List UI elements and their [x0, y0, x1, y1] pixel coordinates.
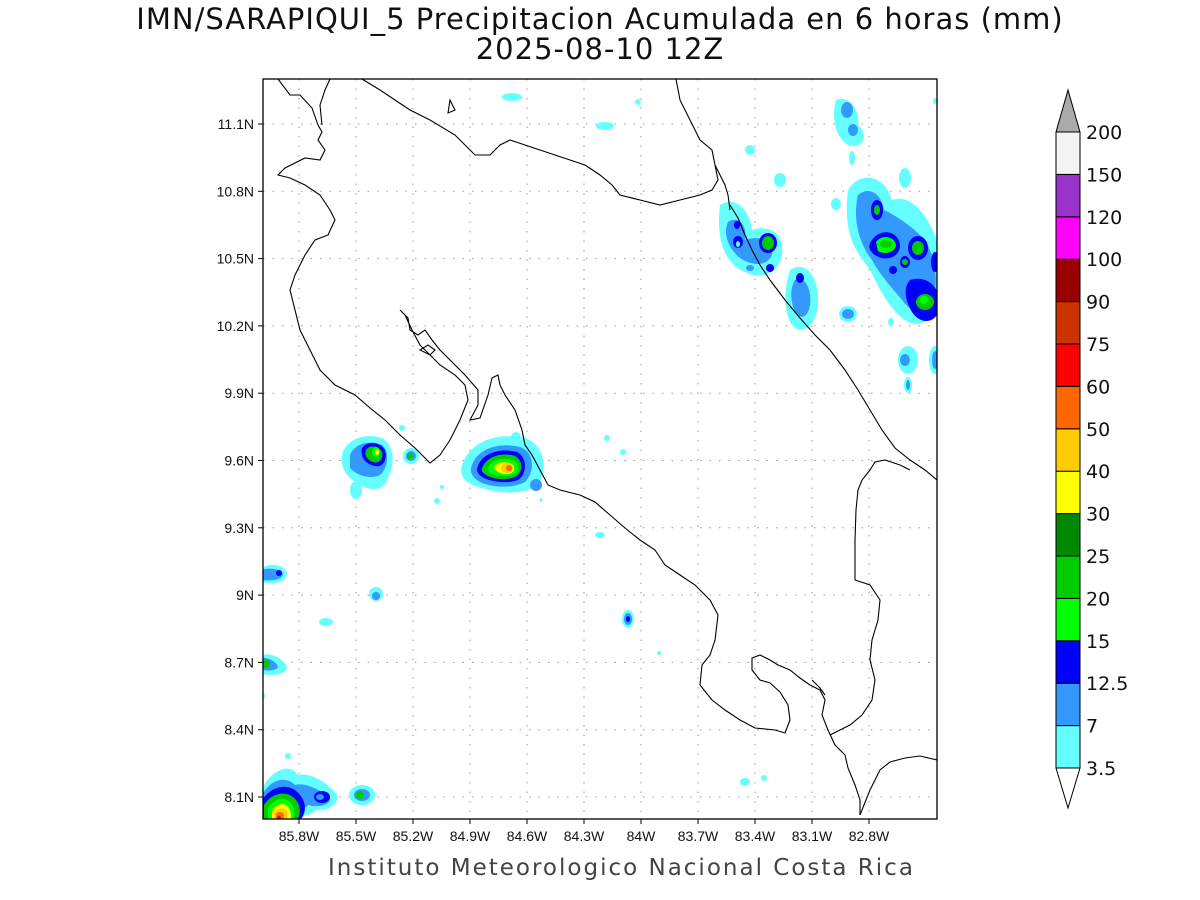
colorbar-swatch — [1055, 385, 1081, 430]
lon-tick-label: 85.5W — [336, 828, 377, 844]
colorbar-swatch — [1055, 470, 1081, 515]
lat-tick-label: 10.2N — [217, 318, 254, 334]
coastlines — [276, 79, 937, 816]
colorbar-swatch — [1055, 173, 1081, 218]
lat-tick-label: 9.3N — [224, 520, 254, 536]
lon-tick-label: 84.9W — [450, 828, 491, 844]
lat-tick-label: 10.5N — [217, 251, 254, 267]
lon-tick-label: 85.2W — [393, 828, 434, 844]
lon-tick-label: 84.3W — [564, 828, 605, 844]
colorbar-label: 100 — [1086, 249, 1122, 271]
colorbar-swatch — [1055, 682, 1081, 727]
colorbar-swatch — [1055, 597, 1081, 642]
lon-tick-label: 83.1W — [792, 828, 833, 844]
lon-tick-label: 83.7W — [678, 828, 719, 844]
precip-cell-nicoya — [341, 425, 444, 504]
lat-tick-label: 9N — [236, 587, 254, 603]
colorbar-label: 7 — [1086, 716, 1098, 738]
colorbar-low-triangle — [1055, 767, 1081, 810]
colorbar-swatch — [1055, 640, 1081, 684]
colorbar-label: 40 — [1086, 461, 1110, 483]
colorbar-label: 150 — [1086, 164, 1122, 186]
colorbar-label: 20 — [1086, 588, 1110, 610]
plot-frame — [262, 78, 938, 820]
lon-tick-label: 84W — [627, 828, 657, 844]
lon-tick-label: 83.4W — [735, 828, 776, 844]
lat-tick-label: 8.1N — [224, 789, 254, 805]
precip-cell-northeast — [502, 93, 937, 393]
lat-tick-label: 9.9N — [224, 385, 254, 401]
colorbar-label: 25 — [1086, 546, 1110, 568]
colorbar-label: 200 — [1086, 122, 1122, 144]
colorbar-label: 90 — [1086, 292, 1110, 314]
footer-credit: Instituto Meteorologico Nacional Costa R… — [328, 855, 915, 881]
colorbar-label: 15 — [1086, 631, 1110, 653]
lon-tick-label: 84.6W — [507, 828, 548, 844]
colorbar-high-triangle — [1055, 88, 1081, 133]
colorbar-label: 30 — [1086, 504, 1110, 526]
colorbar-legend: 3.5 7 12.5 15 20 25 30 40 50 60 75 90 100 120 150 200 — [1055, 88, 1128, 810]
chart-subtitle-datetime: 2025-08-10 12Z — [475, 32, 725, 66]
precip-cell-central-pacific — [461, 432, 544, 502]
colorbar-label: 50 — [1086, 419, 1110, 441]
colorbar-swatch — [1055, 428, 1081, 472]
lon-tick-label: 85.8W — [279, 828, 320, 844]
latitude-axis-labels: 11.1N 10.8N 10.5N 10.2N 9.9N 9.6N 9.3N 9N 8.7N 8.… — [217, 116, 263, 805]
colorbar-swatch — [1055, 725, 1081, 769]
lat-tick-label: 11.1N — [218, 116, 254, 132]
colorbar-label: 60 — [1086, 376, 1110, 398]
colorbar-label: 3.5 — [1086, 758, 1116, 780]
chart-title: IMN/SARAPIQUI_5 Precipitacion Acumulada … — [136, 2, 1064, 36]
colorbar-label: 120 — [1086, 207, 1122, 229]
colorbar-swatch — [1055, 216, 1081, 260]
precip-cell-southwest — [263, 768, 375, 819]
colorbar-label: 75 — [1086, 334, 1110, 356]
lat-tick-label: 10.8N — [217, 183, 254, 199]
longitude-axis-labels: 85.8W 85.5W 85.2W 84.9W 84.6W 84.3W 84W 83.7W 83… — [279, 819, 890, 844]
lat-tick-label: 8.7N — [224, 654, 254, 670]
lat-tick-label: 9.6N — [224, 453, 254, 469]
colorbar-swatch — [1055, 258, 1081, 303]
colorbar-swatch — [1055, 301, 1081, 345]
colorbar-swatch — [1055, 555, 1081, 599]
precipitation-cells — [263, 93, 937, 819]
grid-lines — [263, 79, 937, 819]
precip-cell-west-edge — [263, 564, 287, 699]
colorbar-label: 12.5 — [1086, 673, 1128, 695]
colorbar-swatch — [1055, 131, 1081, 175]
lat-tick-label: 8.4N — [224, 722, 254, 738]
colorbar-swatch — [1055, 343, 1081, 387]
precip-cell-small-scattered — [285, 435, 767, 786]
colorbar-swatch — [1055, 513, 1081, 557]
lon-tick-label: 82.8W — [849, 828, 890, 844]
